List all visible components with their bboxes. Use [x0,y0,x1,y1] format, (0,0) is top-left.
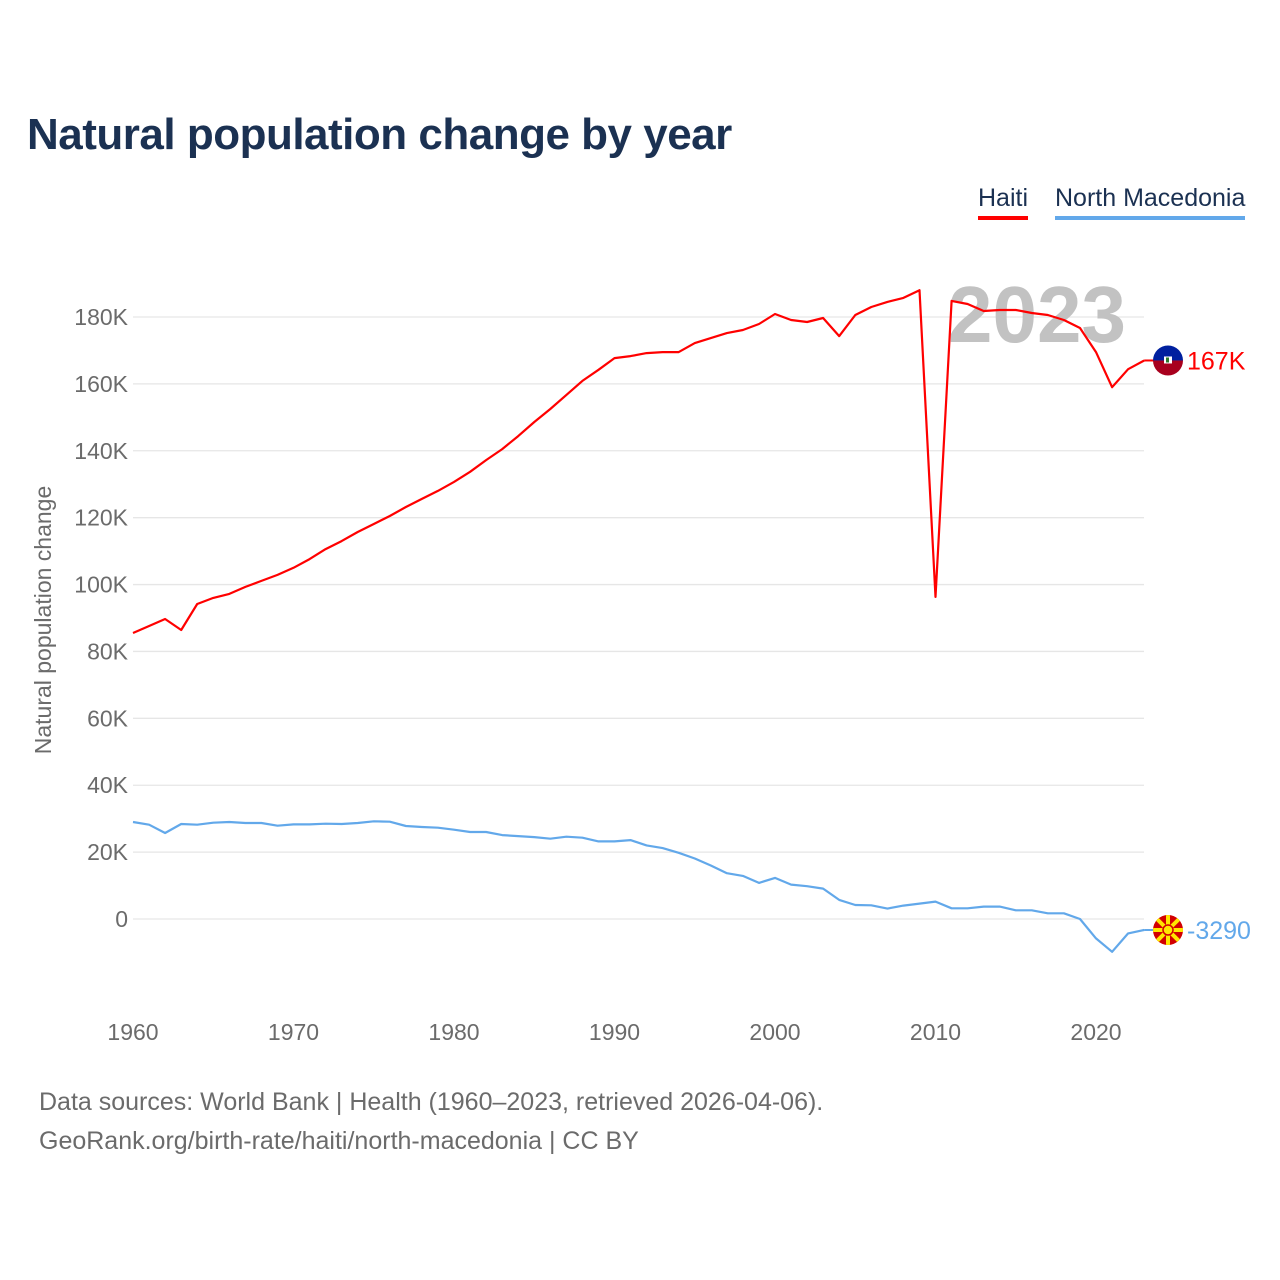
y-tick-label: 0 [115,906,128,932]
x-tick-label: 2020 [1070,1019,1121,1045]
y-tick-label: 120K [74,505,128,531]
y-tick-label: 20K [87,839,129,865]
x-tick-label: 2010 [910,1019,961,1045]
x-tick-label: 1980 [428,1019,479,1045]
y-tick-label: 160K [74,371,128,397]
legend-item-north-macedonia[interactable]: North Macedonia [1055,184,1246,220]
x-tick-label: 2000 [749,1019,800,1045]
north-macedonia-flag-icon [1153,915,1183,946]
legend-item-haiti[interactable]: Haiti [978,184,1029,220]
y-tick-label: 40K [87,772,129,798]
series-line-haiti[interactable] [132,289,1145,635]
y-tick-label: 60K [87,705,129,731]
x-tick-label: 1990 [589,1019,640,1045]
x-tick-label: 1970 [268,1019,319,1045]
x-tick-label: 1960 [107,1019,158,1045]
footer-url: GeoRank.org/birth-rate/haiti/north-maced… [39,1127,639,1155]
chart-title: Natural population change by year [27,110,732,159]
haiti-flag-icon [1153,345,1183,376]
y-tick-label: 80K [87,638,129,664]
series-line-north-macedonia[interactable] [132,820,1145,953]
y-tick-label: 100K [74,572,128,598]
end-value-label: -3290 [1187,917,1251,945]
end-value-label: 167K [1187,347,1246,375]
footer-sources: Data sources: World Bank | Health (1960–… [39,1088,824,1116]
y-tick-label: 140K [74,438,128,464]
y-tick-label: 180K [74,304,128,330]
y-axis-label: Natural population change [30,486,56,755]
